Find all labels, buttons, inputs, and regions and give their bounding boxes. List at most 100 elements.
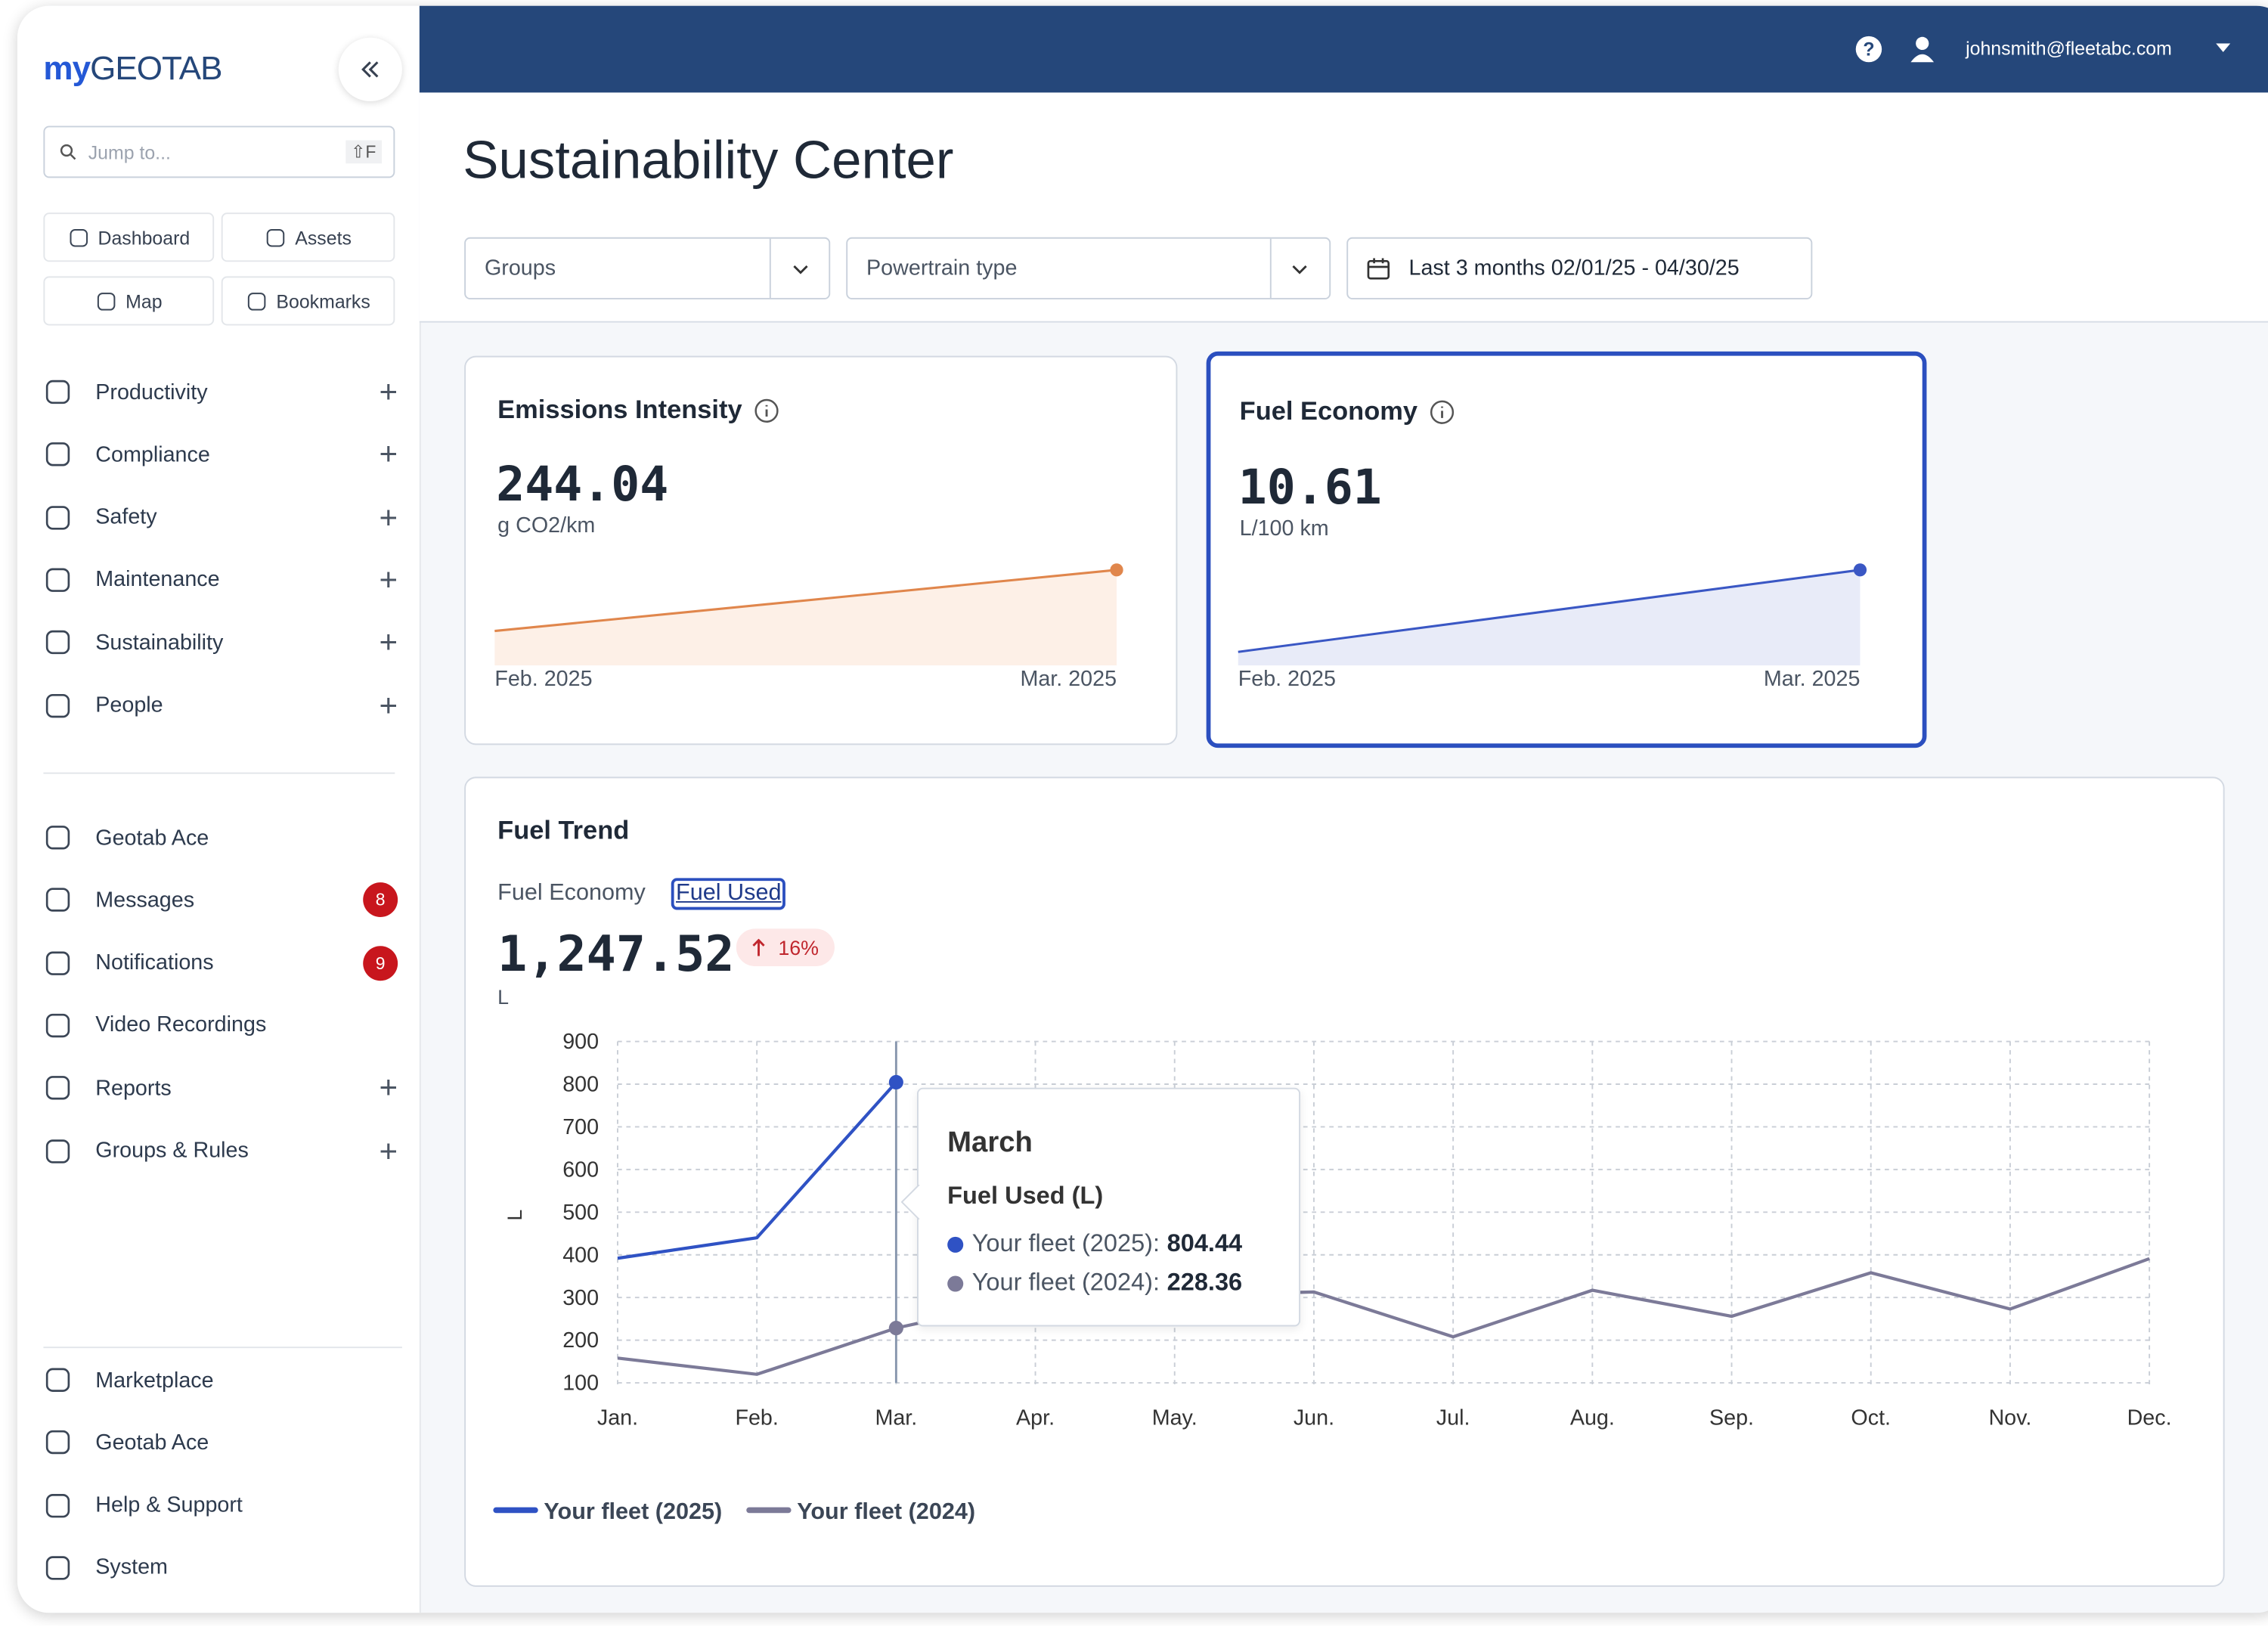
expand-icon[interactable]: + [379,373,398,410]
expand-icon[interactable]: + [379,435,398,473]
total-value: 1,247.52 [497,925,735,984]
kpi-card[interactable]: Emissions Intensity 244.04 g CO2/km [464,355,1178,745]
nav-item[interactable]: Geotab Ace [43,1421,398,1464]
tooltip-dot [947,1235,964,1252]
info-icon[interactable] [1429,398,1455,424]
tooltip-arrow [900,1184,920,1219]
icon [45,950,70,975]
collapse-button[interactable] [338,37,402,101]
nav-item[interactable]: Notifications 9 [43,941,398,984]
icon-shape [45,1368,70,1392]
powertrain-filter[interactable]: Powertrain type [846,237,1331,300]
icon [45,1556,70,1580]
icon-shape [45,888,70,913]
logo[interactable]: myGEOTAB [43,49,222,88]
nav-item[interactable]: Maintenance + [43,558,398,601]
tooltip-value: 804.44 [1167,1229,1243,1257]
date-filter[interactable]: Last 3 months 02/01/25 - 04/30/25 [1346,237,1813,300]
nav-item[interactable]: Video Recordings [43,1004,398,1047]
expand-icon[interactable]: + [379,1069,398,1106]
info-ring [1430,399,1455,423]
icon [45,1493,70,1517]
nav-item[interactable]: Reports + [43,1066,398,1109]
tab[interactable]: Fuel Economy [497,881,646,906]
filter-label: Powertrain type [866,256,1018,281]
search-icon [60,144,76,160]
quick-link[interactable]: Assets [221,212,395,262]
icon [45,568,70,592]
icon-shape [45,826,70,850]
nav-item[interactable]: People + [43,683,398,727]
nav-label: Geotab Ace [95,825,209,851]
tooltip-value: 228.36 [1167,1268,1243,1297]
expand-icon[interactable]: + [379,686,398,723]
nav-item[interactable]: Productivity + [43,370,398,414]
nav-item[interactable]: Sustainability + [43,621,398,664]
search-placeholder: Jump to... [88,141,171,163]
expand-icon[interactable]: + [379,1132,398,1168]
nav-label: Sustainability [95,630,224,655]
nav-item[interactable]: Groups & Rules + [43,1129,398,1172]
change-value: 16% [778,935,819,959]
tab[interactable]: Fuel Used [671,878,786,910]
fuel-trend-card: Fuel Trend Fuel Economy Fuel Used 1,247.5… [464,776,2225,1587]
expand-icon[interactable]: + [379,498,398,535]
nav-item[interactable]: Marketplace [43,1359,398,1402]
card-value: 244.04 [496,455,669,513]
tooltip-series: Your fleet (2025) [971,1229,1154,1257]
nav-item[interactable]: System [43,1546,398,1589]
nav-item[interactable]: Compliance + [43,433,398,476]
nav-label: Marketplace [95,1367,214,1393]
nav-label: Compliance [95,442,210,467]
icon-shape [45,442,70,467]
nav-label: People [95,693,163,717]
divider [43,1347,402,1349]
kpi-card[interactable]: Fuel Economy 10.61 L/100 km [1206,351,1927,748]
nav-item[interactable]: Help & Support [43,1483,398,1526]
search[interactable]: Jump to... ⇧F [43,126,395,178]
chevrons [361,61,379,78]
up-arrow [752,938,765,956]
icon-shape [247,292,266,310]
card-title-text: Fuel Economy [1239,396,1418,426]
nav-item[interactable]: Messages 8 [43,879,398,922]
user-email[interactable]: johnsmith@fleetabc.com [1966,37,2172,60]
expand-icon[interactable]: + [379,561,398,597]
expand-icon[interactable]: + [379,623,398,660]
nav-label: Help & Support [95,1492,243,1518]
divider [769,238,771,299]
icon-shape [45,380,70,404]
quick-link[interactable]: Map [43,276,215,326]
user-icon[interactable] [1910,35,1935,64]
svg-text:?: ? [1863,39,1874,60]
tooltip-row: Your fleet (2025):804.44 [947,1229,1242,1258]
icon-shape [266,228,285,246]
icon-shape [45,1556,70,1580]
card-title: Fuel Trend [497,816,630,845]
nav-label: Reports [95,1075,172,1101]
quick-link[interactable]: Bookmarks [221,276,395,326]
info-icon[interactable] [754,397,779,423]
help-icon[interactable]: ? [1854,35,1883,64]
user-caret[interactable] [2216,43,2231,53]
filter-label: Groups [484,256,556,281]
icon-shape [45,1430,70,1455]
nav-item[interactable]: Safety + [43,495,398,538]
tooltip-dot [947,1275,964,1291]
nav-label: Notifications [95,950,214,975]
nav-label: Maintenance [95,567,220,593]
groups-filter[interactable]: Groups [464,237,831,300]
quick-link-label: Dashboard [98,226,191,249]
tabs: Fuel Economy Fuel Used [497,878,786,910]
card-value: 10.61 [1238,458,1382,516]
nav-item[interactable]: Geotab Ace [43,816,398,859]
icon [266,228,285,246]
icon [97,292,116,310]
icon-shape [45,1013,70,1037]
nav-label: System [95,1555,168,1581]
icon [45,888,70,913]
icon-shape [45,568,70,592]
nav-label: Groups & Rules [95,1138,249,1164]
quick-link[interactable]: Dashboard [43,212,215,262]
top-bar: ? johnsmith@fleetabc.com [419,5,2268,93]
